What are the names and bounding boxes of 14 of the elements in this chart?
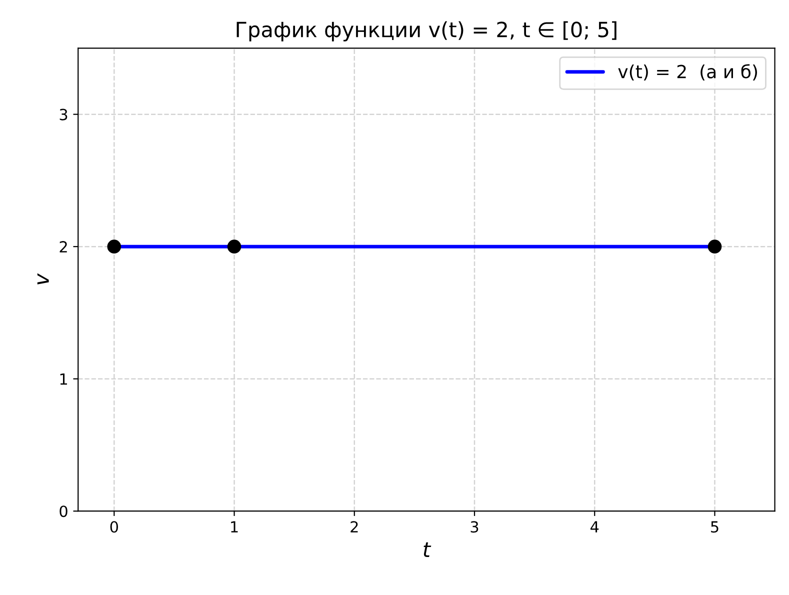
x-axis-title: t <box>424 542 432 557</box>
x-tick-label: 3 <box>470 521 478 533</box>
chart-title: График функции v(t) = 2, t ∈ [0; 5] <box>236 21 616 42</box>
y-axis-title: v <box>37 273 49 284</box>
x-tick-label: 0 <box>110 521 118 533</box>
x-tick-label: 4 <box>590 521 599 532</box>
x-tick-label: 5 <box>711 521 718 533</box>
y-tick-label: 1 <box>60 374 67 385</box>
x-tick-label: 1 <box>231 521 238 532</box>
y-tick-label: 2 <box>60 241 67 252</box>
x-tick-label: 2 <box>350 521 358 532</box>
y-tick-label: 0 <box>60 506 68 518</box>
y-tick-label: 3 <box>60 108 68 120</box>
legend-label: v(t) = 2 (а и б) <box>618 64 757 81</box>
